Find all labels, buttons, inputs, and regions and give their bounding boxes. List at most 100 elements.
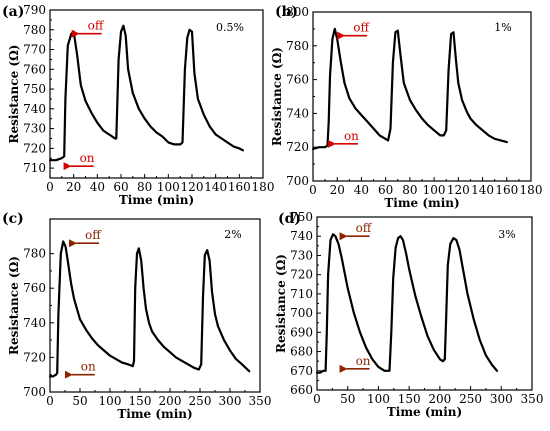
concentration-label: 1% (494, 21, 511, 34)
x-tick-label: 120 (181, 180, 204, 194)
x-tick-label: 0 (313, 392, 321, 406)
x-tick-label: 300 (490, 392, 513, 406)
y-tick-label: 800 (286, 5, 309, 19)
y-tick-label: 700 (290, 306, 313, 320)
series-line (48, 240, 251, 378)
y-axis-label: Resistance (Ω) (274, 254, 288, 353)
x-axis-label: Time (min) (387, 405, 462, 419)
x-tick-label: 250 (189, 394, 212, 408)
y-tick-label: 740 (23, 316, 46, 330)
chart-panels: 0 20 40 60 80 100 120 140 160 1807107207307407507… (2, 3, 543, 421)
y-tick-label: 740 (286, 106, 309, 120)
y-tick-label: 700 (23, 385, 46, 399)
concentration-label: 2% (224, 228, 241, 241)
x-tick-label: 100 (367, 392, 390, 406)
x-tick-label: 180 (520, 183, 543, 197)
x-tick-label: 100 (157, 180, 180, 194)
y-axis-label: Resistance (Ω) (7, 256, 21, 355)
x-tick-label: 350 (521, 392, 544, 406)
y-tick-label: 780 (286, 39, 309, 53)
y-tick-label: 760 (286, 73, 309, 87)
y-tick-label: 780 (23, 23, 46, 37)
y-tick-label: 780 (23, 247, 46, 261)
panel-label: (d) (278, 211, 301, 227)
x-tick-label: 50 (340, 392, 355, 406)
chart-panel-2: 0 20 40 60 80 100 120 140 160 180 700 720 740 760 780 8… (270, 4, 542, 210)
y-tick-label: 770 (23, 43, 46, 57)
x-tick-label: 200 (428, 392, 451, 406)
x-tick-label: 40 (354, 183, 369, 197)
x-tick-label: 20 (330, 183, 345, 197)
annotation-off: off (85, 228, 102, 242)
panel-label: (a) (2, 4, 24, 20)
series-line (48, 24, 244, 162)
x-tick-label: 200 (159, 394, 182, 408)
x-tick-label: 0 (46, 180, 54, 194)
y-tick-label: 710 (23, 161, 46, 175)
x-tick-label: 100 (423, 183, 446, 197)
y-axis-label: Resistance (Ω) (270, 47, 284, 146)
plot-frame (312, 11, 532, 182)
y-tick-label: 680 (290, 345, 313, 359)
concentration-label: 3% (498, 228, 515, 241)
y-tick-label: 750 (290, 210, 313, 224)
x-tick-label: 140 (471, 183, 494, 197)
plot-frame (316, 216, 533, 391)
y-axis-label: Resistance (Ω) (7, 45, 21, 144)
x-axis-label: Time (min) (117, 407, 192, 421)
x-tick-label: 20 (66, 180, 81, 194)
y-tick-label: 790 (23, 3, 46, 17)
y-tick-label: 730 (23, 122, 46, 136)
x-tick-label: 0 (46, 394, 54, 408)
x-axis-label: Time (min) (384, 196, 459, 210)
y-tick-label: 720 (286, 140, 309, 154)
annotation-on: on (80, 151, 95, 165)
y-tick-label: 720 (23, 141, 46, 155)
annotation-off: off (353, 21, 370, 35)
series-line (315, 233, 499, 374)
x-tick-label: 140 (204, 180, 227, 194)
annotation-on: on (344, 129, 359, 143)
x-tick-label: 350 (249, 394, 272, 408)
x-axis-label: Time (min) (119, 193, 194, 207)
x-tick-label: 180 (252, 180, 275, 194)
annotation-on: on (81, 360, 96, 374)
x-tick-label: 50 (72, 394, 87, 408)
chart-panel-1: 0 20 40 60 80 100 120 140 160 180 710 720 730 740 750 7… (2, 3, 274, 207)
x-tick-label: 150 (398, 392, 421, 406)
x-tick-label: 160 (228, 180, 251, 194)
x-tick-label: 100 (99, 394, 122, 408)
y-tick-label: 690 (290, 325, 313, 339)
y-tick-label: 740 (23, 102, 46, 116)
x-tick-label: 40 (90, 180, 105, 194)
y-tick-label: 700 (286, 174, 309, 188)
annotation-off: off (356, 221, 373, 235)
x-tick-label: 80 (402, 183, 417, 197)
y-tick-label: 750 (23, 82, 46, 96)
x-tick-label: 60 (113, 180, 128, 194)
series-line (311, 27, 508, 150)
y-tick-label: 720 (23, 350, 46, 364)
x-tick-label: 60 (378, 183, 393, 197)
y-tick-label: 740 (290, 229, 313, 243)
y-tick-label: 730 (290, 248, 313, 262)
y-tick-label: 710 (290, 287, 313, 301)
panel-label: (b) (275, 4, 298, 20)
chart-panel-3: 0 50 100 150 200 250 300 350 700 720 740 760 780 Time… (2, 211, 271, 421)
x-tick-label: 120 (447, 183, 470, 197)
y-tick-label: 720 (290, 268, 313, 282)
x-tick-label: 250 (459, 392, 482, 406)
y-tick-label: 660 (290, 383, 313, 397)
y-tick-label: 760 (23, 62, 46, 76)
chart-panel-4: 0 50 100 150 200 250 300 350 660 670 680 690 700 710 7… (274, 210, 543, 419)
x-tick-label: 150 (129, 394, 152, 408)
panel-label: (c) (2, 211, 24, 227)
x-tick-label: 300 (219, 394, 242, 408)
x-tick-label: 80 (137, 180, 152, 194)
x-tick-label: 0 (309, 183, 317, 197)
y-tick-label: 760 (23, 281, 46, 295)
x-tick-label: 160 (495, 183, 518, 197)
concentration-label: 0.5% (216, 21, 244, 34)
y-tick-label: 670 (290, 364, 313, 378)
